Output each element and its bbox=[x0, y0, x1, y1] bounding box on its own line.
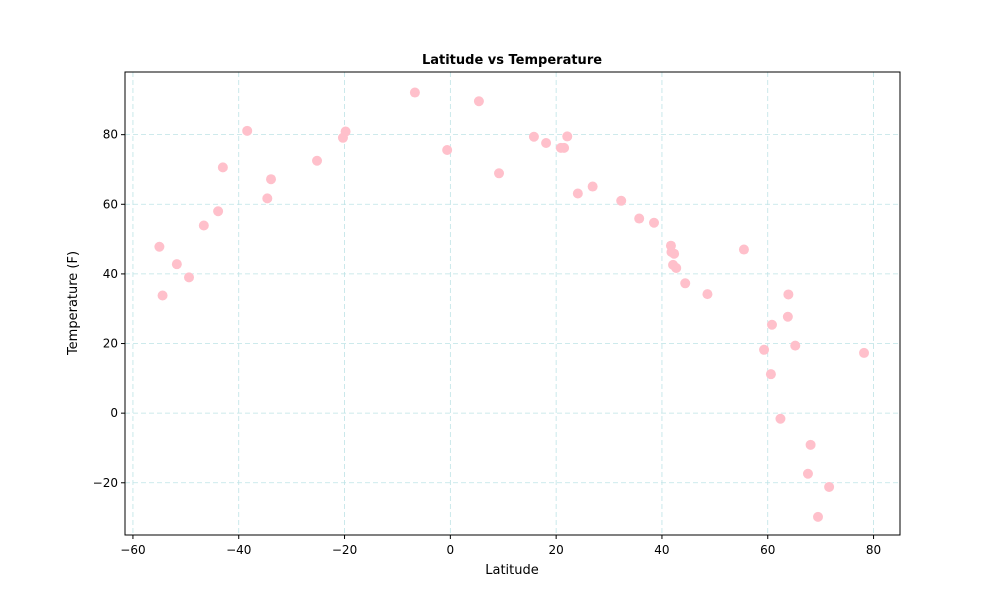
y-axis-ticks: −20 0 20 40 60 80 bbox=[93, 128, 125, 490]
data-point bbox=[649, 217, 660, 228]
data-point bbox=[562, 131, 573, 142]
data-point bbox=[340, 126, 351, 137]
data-point bbox=[813, 511, 824, 522]
data-point bbox=[671, 262, 682, 273]
data-point bbox=[783, 289, 794, 300]
data-point bbox=[528, 131, 539, 142]
data-point bbox=[157, 290, 168, 301]
x-tick-label: −20 bbox=[332, 543, 357, 557]
data-point bbox=[782, 311, 793, 322]
data-point bbox=[154, 241, 165, 252]
data-point bbox=[266, 174, 277, 185]
data-point bbox=[242, 125, 253, 136]
data-point bbox=[494, 168, 505, 179]
data-point bbox=[824, 481, 835, 492]
data-point bbox=[213, 206, 224, 217]
y-tick-label: 0 bbox=[110, 406, 118, 420]
data-point bbox=[859, 347, 870, 358]
data-point bbox=[442, 144, 453, 155]
x-tick-label: −40 bbox=[226, 543, 251, 557]
y-axis-label: Temperature (F) bbox=[66, 251, 81, 356]
x-tick-label: 40 bbox=[654, 543, 669, 557]
x-axis-ticks: −60 −40 −20 0 20 40 60 80 bbox=[120, 535, 881, 557]
data-point bbox=[634, 213, 645, 224]
data-point bbox=[541, 138, 552, 149]
data-point bbox=[616, 195, 627, 206]
data-point bbox=[805, 439, 816, 450]
chart-title: Latitude vs Temperature bbox=[422, 53, 602, 68]
data-point bbox=[702, 289, 713, 300]
data-point bbox=[198, 220, 209, 231]
data-point bbox=[572, 188, 583, 199]
data-point bbox=[802, 468, 813, 479]
y-tick-label: −20 bbox=[93, 476, 118, 490]
data-point bbox=[262, 193, 273, 204]
x-axis-label: Latitude bbox=[485, 563, 539, 578]
x-tick-label: −60 bbox=[120, 543, 145, 557]
y-tick-label: 40 bbox=[103, 267, 118, 281]
data-point bbox=[312, 155, 323, 166]
data-point bbox=[738, 244, 749, 255]
data-point bbox=[587, 181, 598, 192]
x-tick-label: 60 bbox=[760, 543, 775, 557]
data-points bbox=[154, 87, 870, 522]
x-tick-label: 80 bbox=[866, 543, 881, 557]
y-tick-label: 60 bbox=[103, 197, 118, 211]
data-point bbox=[669, 248, 680, 259]
plot-frame bbox=[124, 71, 901, 536]
data-point bbox=[680, 278, 691, 289]
grid-lines bbox=[125, 72, 900, 535]
data-point bbox=[409, 87, 420, 98]
data-point bbox=[790, 340, 801, 351]
y-tick-label: 80 bbox=[103, 128, 118, 142]
data-point bbox=[775, 413, 786, 424]
y-tick-label: 20 bbox=[103, 337, 118, 351]
data-point bbox=[559, 142, 570, 153]
data-point bbox=[759, 344, 770, 355]
data-point bbox=[473, 96, 484, 107]
x-tick-label: 0 bbox=[447, 543, 455, 557]
data-point bbox=[171, 259, 182, 270]
data-point bbox=[184, 272, 195, 283]
x-tick-label: 20 bbox=[549, 543, 564, 557]
data-point bbox=[217, 162, 228, 173]
data-point bbox=[766, 319, 777, 330]
data-point bbox=[765, 369, 776, 380]
